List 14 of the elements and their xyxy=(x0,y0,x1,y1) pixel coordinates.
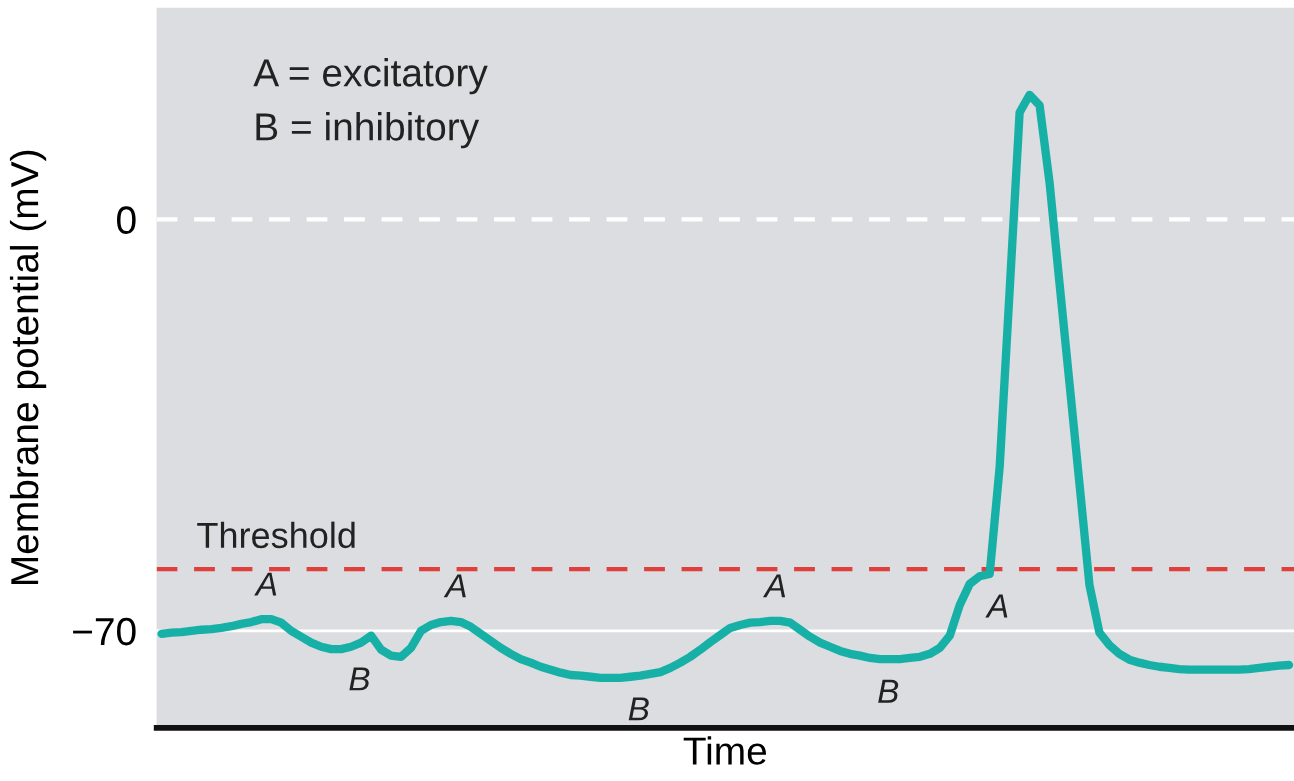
data-label: A xyxy=(762,574,786,598)
y-tick-label: −70 xyxy=(73,617,136,646)
data-label: A xyxy=(254,572,277,596)
annotation: A = excitatory xyxy=(253,58,488,95)
data-label: B xyxy=(349,667,370,691)
ref-line-label: Threshold xyxy=(197,521,355,549)
x-axis-title: Time xyxy=(683,736,767,765)
data-label: A xyxy=(985,594,1008,618)
data-label: A xyxy=(443,574,466,598)
y-axis-title: Membrane potential (mV) xyxy=(9,150,47,585)
data-label: B xyxy=(878,679,899,703)
annotation: B = inhibitory xyxy=(256,112,480,149)
data-label: B xyxy=(628,697,649,721)
y-tick-label: 0 xyxy=(117,206,136,234)
